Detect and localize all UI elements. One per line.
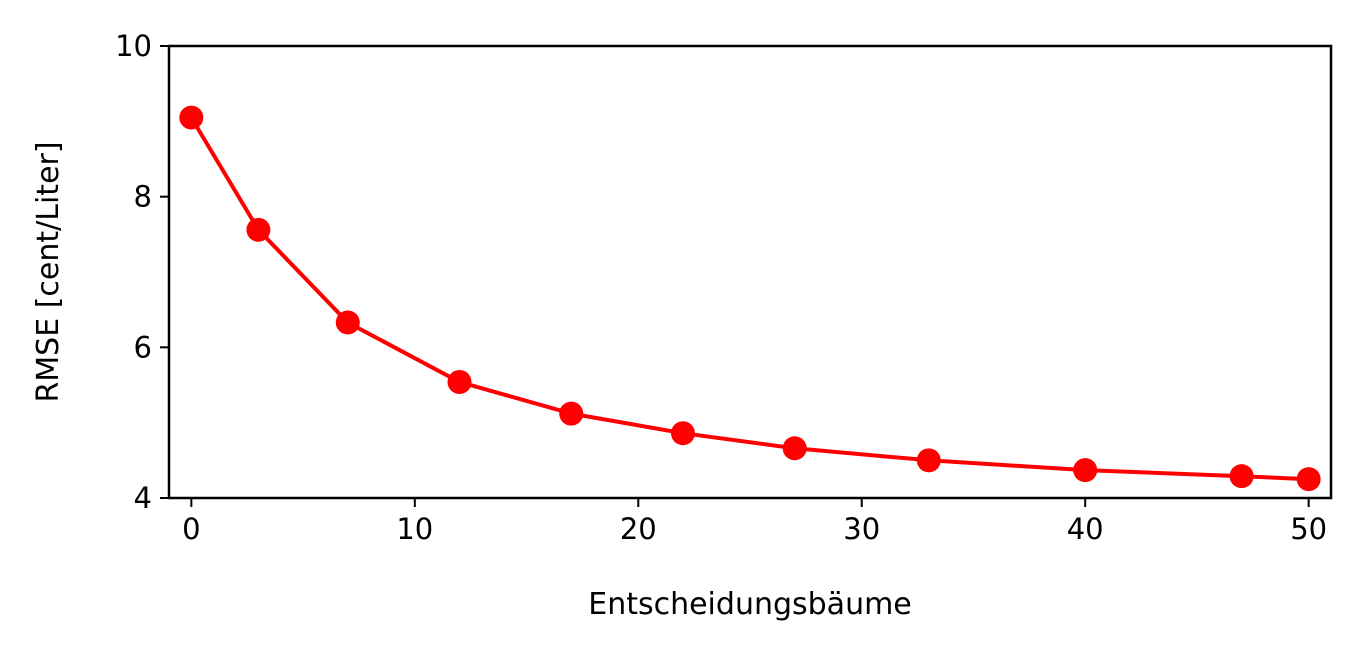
- x-tick-label: 20: [620, 512, 657, 546]
- plot-frame: [167, 44, 1333, 500]
- data-point: [916, 448, 941, 473]
- data-point: [559, 401, 584, 426]
- data-point: [1296, 467, 1321, 492]
- series-layer: [179, 105, 1321, 492]
- y-axis-label: RMSE [cent/Liter]: [31, 141, 66, 402]
- data-point: [1229, 464, 1254, 489]
- y-tick-label: 10: [115, 29, 152, 63]
- data-point: [670, 421, 695, 446]
- x-tick-label: 0: [182, 512, 200, 546]
- x-axis-label: Entscheidungsbäume: [588, 587, 912, 622]
- data-point: [246, 217, 271, 242]
- data-point: [1073, 458, 1098, 483]
- plot-area: [167, 44, 1333, 500]
- series-line: [189, 116, 1309, 482]
- y-tick-label: 8: [134, 180, 152, 214]
- data-point: [447, 369, 472, 394]
- x-tick-label: 30: [843, 512, 880, 546]
- data-point: [782, 436, 807, 461]
- data-point: [179, 105, 204, 130]
- x-tick-label: 40: [1067, 512, 1104, 546]
- x-tick-label: 50: [1290, 512, 1327, 546]
- y-tick-label: 4: [134, 481, 152, 515]
- data-point: [335, 310, 360, 335]
- y-tick-label: 6: [134, 330, 152, 364]
- x-tick-label: 10: [396, 512, 433, 546]
- x-axis-ticks: 0 10 20 30 40 50: [182, 498, 1327, 546]
- y-axis-ticks: 4 6 8 10: [115, 29, 169, 515]
